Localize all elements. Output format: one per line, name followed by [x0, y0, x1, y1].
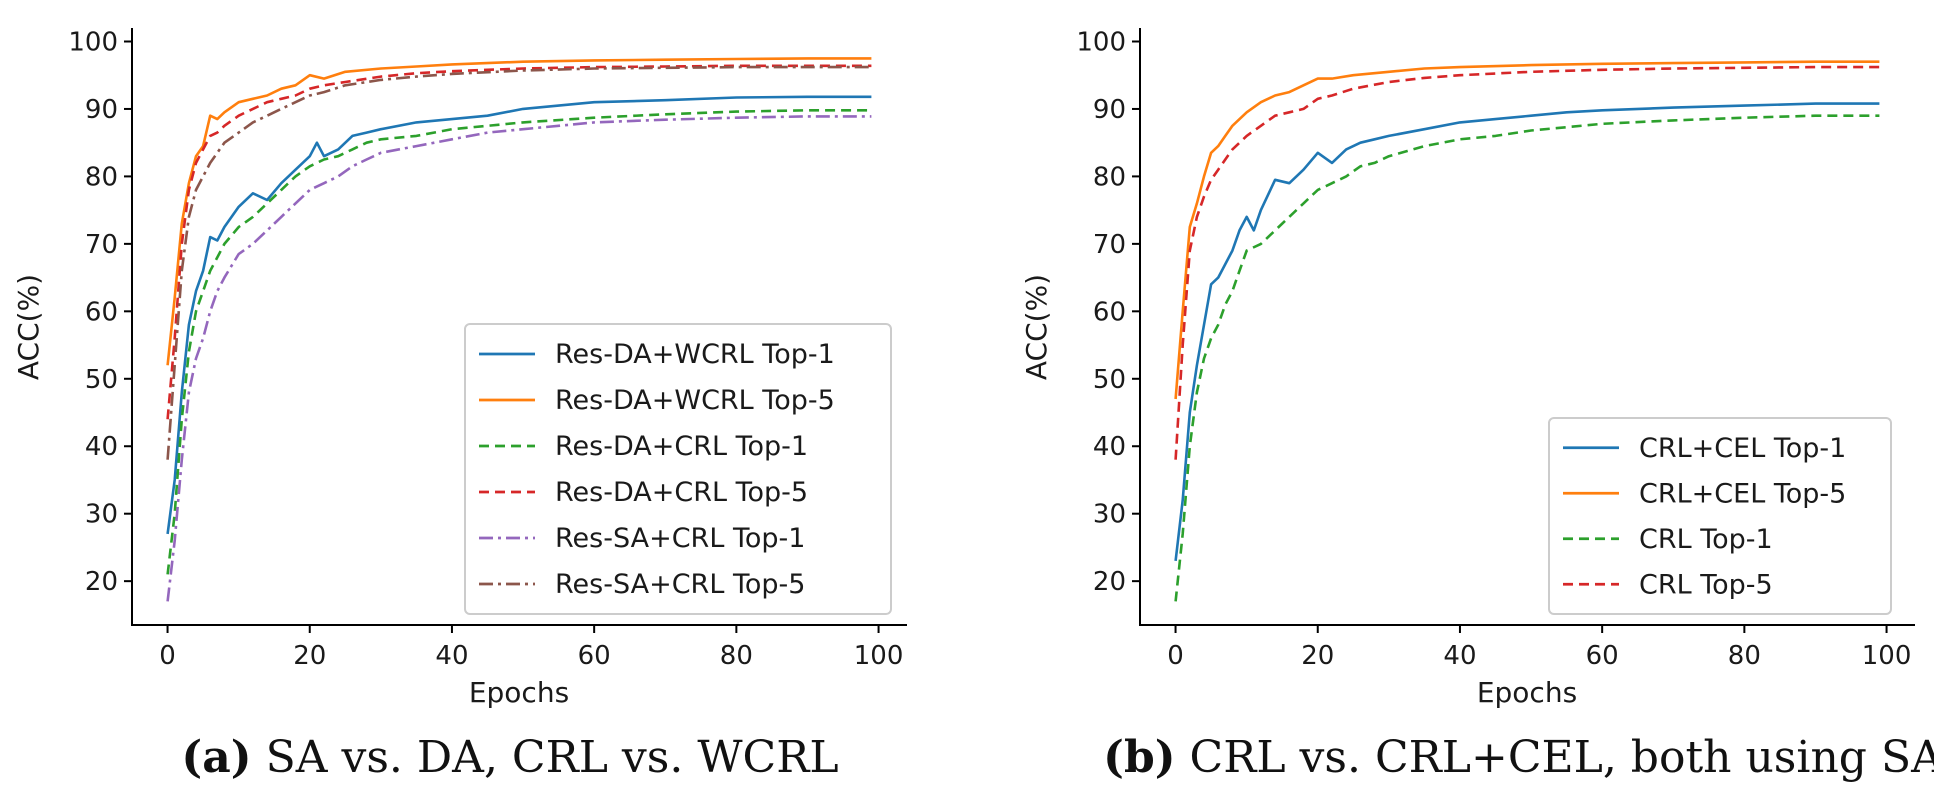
legend-label-a-5: Res-SA+CRL Top-1 — [555, 523, 805, 554]
ytick-label-b-20: 20 — [1093, 567, 1126, 597]
legend-b: CRL+CEL Top-1 CRL+CEL Top-5 CRL Top-1 CRL T… — [1548, 417, 1892, 615]
xtick-label-b-40: 40 — [1443, 641, 1476, 671]
legend-label-a-2: Res-DA+WCRL Top-5 — [555, 385, 835, 416]
series-line-a-2 — [166, 57, 872, 366]
ytick-label-b-90: 90 — [1093, 95, 1126, 125]
caption-a-text: SA vs. DA, CRL vs. WCRL — [266, 732, 839, 783]
series-line-b-2 — [1174, 60, 1880, 400]
axis-spines-a — [131, 28, 907, 626]
ytick-label-b-100: 100 — [1076, 27, 1126, 57]
legend-box-a — [464, 323, 892, 615]
caption-a: (a) SA vs. DA, CRL vs. WCRL — [181, 732, 838, 783]
ytick-label-a-80: 80 — [85, 162, 118, 192]
axis-spines-b — [1139, 28, 1915, 626]
ytick-label-a-30: 30 — [85, 500, 118, 530]
ytick-label-a-50: 50 — [85, 365, 118, 395]
xtick-label-a-20: 20 — [293, 641, 326, 671]
xtick-label-b-20: 20 — [1301, 641, 1334, 671]
ylabel-b: ACC(%) — [1020, 274, 1053, 380]
legend-label-a-1: Res-DA+WCRL Top-1 — [555, 339, 835, 370]
ytick-label-a-70: 70 — [85, 230, 118, 260]
series-line-b-4 — [1174, 65, 1880, 460]
series-line-a-5 — [166, 115, 872, 602]
legend-label-b-2: CRL+CEL Top-5 — [1639, 478, 1846, 509]
chart-panel-a: ACC(%) Epochs Res-DA+WCRL Top-1Res-DA+WC… — [12, 27, 907, 783]
xtick-label-b-0: 0 — [1167, 641, 1184, 671]
legend-label-b-3: CRL Top-1 — [1639, 524, 1773, 555]
legend-label-a-6: Res-SA+CRL Top-5 — [555, 569, 805, 600]
series-line-b-3 — [1174, 114, 1880, 602]
legend-box-b — [1548, 417, 1892, 615]
ytick-label-a-40: 40 — [85, 432, 118, 462]
ytick-label-b-40: 40 — [1093, 432, 1126, 462]
caption-a-letter: (a) — [181, 732, 251, 783]
plot-area-b — [1174, 60, 1880, 602]
series-line-a-3 — [166, 109, 872, 575]
chart-panel-b: ACC(%) Epochs CRL+CEL Top-1 CRL+CEL Top-5… — [1020, 27, 1934, 783]
xtick-label-a-0: 0 — [159, 641, 176, 671]
xtick-label-a-80: 80 — [720, 641, 753, 671]
caption-b-text: CRL vs. CRL+CEL, both using SA — [1190, 732, 1934, 783]
xlabel-a: Epochs — [469, 676, 569, 709]
ytick-label-a-60: 60 — [85, 297, 118, 327]
xtick-label-b-60: 60 — [1586, 641, 1619, 671]
ylabel-a: ACC(%) — [12, 274, 45, 380]
series-line-a-4 — [166, 64, 872, 420]
caption-b-letter: (b) — [1103, 732, 1175, 783]
ytick-label-a-100: 100 — [68, 27, 118, 57]
series-line-a-6 — [166, 65, 872, 460]
legend-label-a-4: Res-DA+CRL Top-5 — [555, 477, 808, 508]
series-line-a-1 — [166, 95, 872, 535]
legend-label-b-4: CRL Top-5 — [1639, 569, 1773, 600]
legend-label-a-3: Res-DA+CRL Top-1 — [555, 431, 808, 462]
xtick-label-b-100: 100 — [1862, 641, 1912, 671]
ytick-label-b-60: 60 — [1093, 297, 1126, 327]
xtick-label-a-40: 40 — [435, 641, 468, 671]
xlabel-b: Epochs — [1477, 676, 1577, 709]
legend-a: Res-DA+WCRL Top-1 Res-DA+WCRL Top-5 Res-DA… — [464, 323, 892, 615]
xtick-label-a-100: 100 — [854, 641, 904, 671]
legend-label-b-1: CRL+CEL Top-1 — [1639, 433, 1846, 464]
ytick-label-a-90: 90 — [85, 95, 118, 125]
ytick-label-b-80: 80 — [1093, 162, 1126, 192]
ytick-label-a-20: 20 — [85, 567, 118, 597]
ytick-label-b-70: 70 — [1093, 230, 1126, 260]
series-line-b-1 — [1174, 102, 1880, 562]
xtick-label-a-60: 60 — [578, 641, 611, 671]
plot-area-a — [166, 57, 872, 602]
ytick-label-b-50: 50 — [1093, 365, 1126, 395]
caption-b: (b) CRL vs. CRL+CEL, both using SA — [1103, 732, 1934, 783]
ytick-label-b-30: 30 — [1093, 500, 1126, 530]
xtick-label-b-80: 80 — [1728, 641, 1761, 671]
